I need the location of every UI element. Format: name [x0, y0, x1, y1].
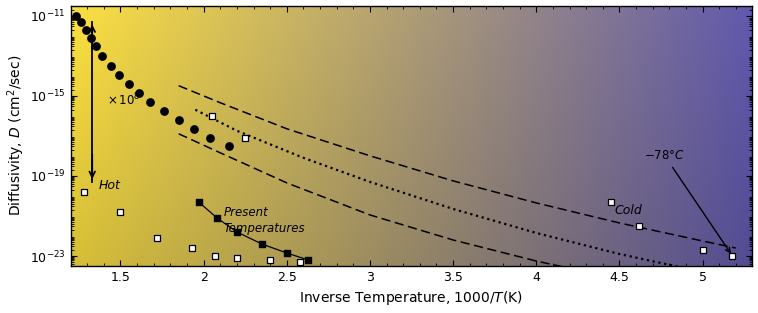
Point	[133, 90, 145, 95]
Point	[123, 81, 135, 86]
Point	[89, 43, 102, 48]
Point	[280, 250, 293, 255]
Point	[70, 13, 82, 18]
Point	[231, 229, 243, 234]
Point	[84, 35, 96, 40]
Point	[151, 235, 163, 240]
Point	[255, 242, 268, 247]
Point	[187, 126, 199, 131]
X-axis label: Inverse Temperature, 1000/$\it{T}$(K): Inverse Temperature, 1000/$\it{T}$(K)	[299, 290, 524, 307]
Text: Present
Temperatures: Present Temperatures	[224, 206, 305, 235]
Point	[264, 258, 276, 263]
Point	[74, 19, 86, 24]
Point	[209, 254, 221, 259]
Point	[697, 248, 709, 253]
Point	[211, 215, 223, 220]
Point	[114, 209, 127, 214]
Point	[96, 53, 108, 58]
Point	[605, 199, 617, 204]
Point	[240, 135, 252, 140]
Text: Hot: Hot	[99, 179, 121, 192]
Text: $-78°C$: $-78°C$	[644, 149, 730, 252]
Point	[223, 143, 235, 148]
Y-axis label: Diffusivity, $\it{D}$ (cm$^2$/sec): Diffusivity, $\it{D}$ (cm$^2$/sec)	[5, 55, 27, 217]
Text: $\times\,10^8$: $\times\,10^8$	[107, 91, 141, 108]
Point	[158, 108, 170, 113]
Point	[294, 259, 306, 264]
Point	[144, 99, 156, 104]
Point	[80, 27, 92, 32]
Point	[206, 113, 218, 118]
Point	[193, 199, 205, 204]
Point	[78, 189, 90, 194]
Point	[113, 72, 125, 77]
Point	[105, 63, 117, 68]
Point	[302, 258, 315, 263]
Point	[204, 135, 216, 140]
Point	[633, 223, 645, 228]
Text: Cold: Cold	[615, 204, 642, 218]
Point	[173, 117, 185, 122]
Point	[231, 255, 243, 260]
Point	[186, 245, 198, 250]
Point	[726, 254, 738, 259]
